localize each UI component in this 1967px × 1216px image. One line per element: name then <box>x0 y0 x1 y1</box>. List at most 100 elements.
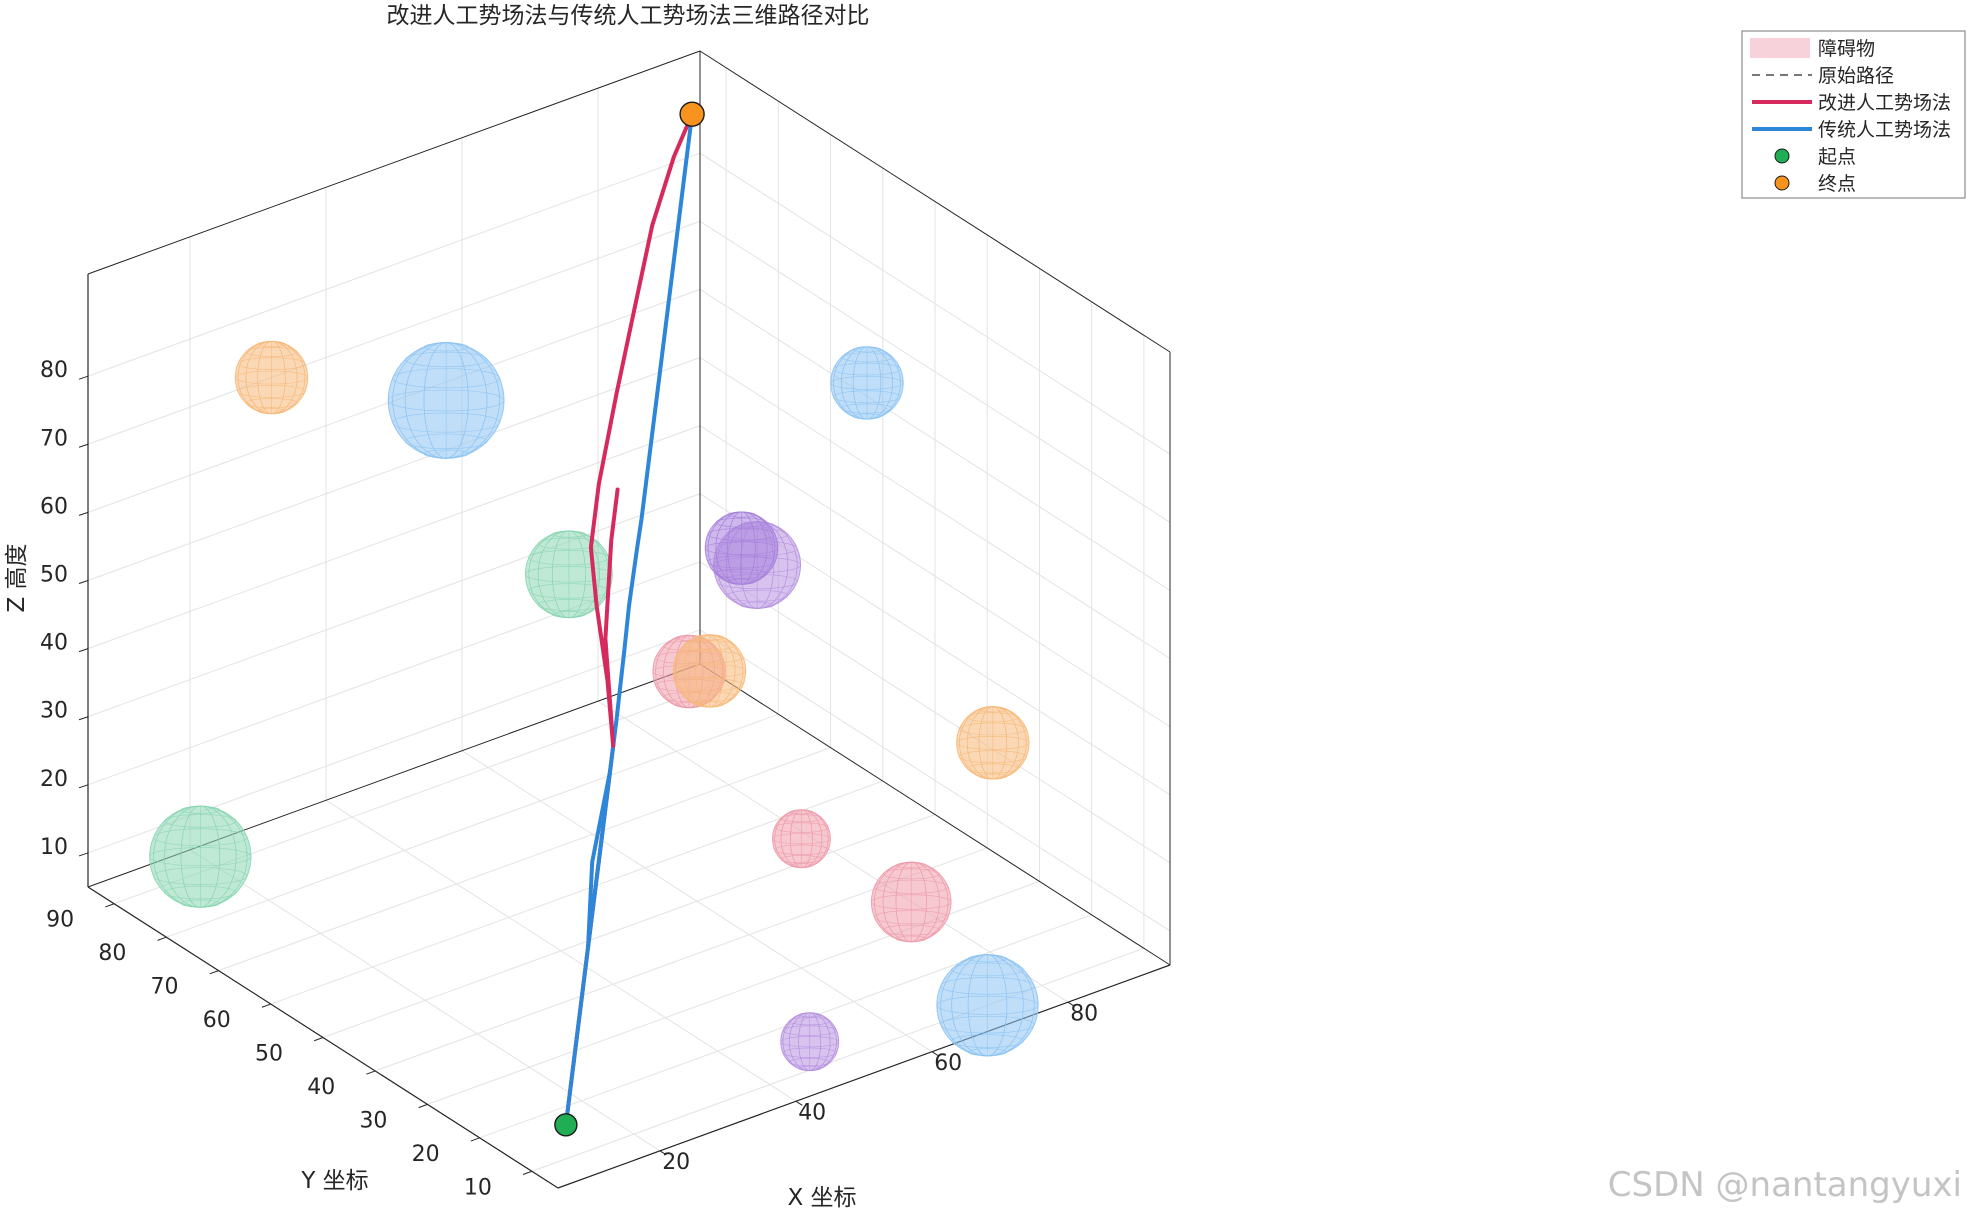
obstacle-sphere <box>387 342 505 459</box>
z-tick-mark <box>78 375 89 380</box>
obstacle-wire-lon <box>833 346 901 420</box>
z-tick-mark <box>78 716 89 721</box>
obstacle-sphere <box>149 805 252 908</box>
grid-line-z-side-wall <box>699 357 1171 659</box>
obstacle-wire-lat <box>423 342 469 352</box>
obstacle-wire-lat <box>180 806 221 814</box>
obstacle-wire-lat <box>774 844 829 855</box>
grid-line-z-side-wall <box>699 561 1171 864</box>
legend-item: 原始路径 <box>1752 65 1894 87</box>
obstacle-wire-lat <box>675 650 744 664</box>
obstacle-wire-lat <box>833 362 901 376</box>
obstacle-wire-lon <box>774 809 829 868</box>
grid-line-z-side-wall <box>699 152 1171 455</box>
x-tick-label: 40 <box>798 1101 826 1126</box>
y-tick-label: 10 <box>464 1175 492 1200</box>
obstacle-sphere <box>830 346 904 420</box>
y-tick-mark <box>366 1070 376 1075</box>
z-tick-label: 50 <box>40 563 68 588</box>
obstacle-wire-lat <box>959 750 1027 763</box>
series-line <box>563 112 695 1127</box>
obstacle-wire-lon <box>874 861 949 943</box>
obstacle-wire-lat <box>833 390 901 404</box>
obstacle-wire-lat <box>967 1048 1008 1056</box>
box-edge <box>87 50 701 275</box>
obstacle-wire-lat <box>245 347 298 357</box>
obstacle-wire-lat <box>153 828 248 847</box>
legend-label: 障碍物 <box>1818 38 1875 60</box>
obstacle-wire-lat <box>153 867 248 885</box>
grid-line-y-floor <box>218 747 831 972</box>
z-tick-label: 80 <box>40 358 68 383</box>
obstacle-wire-lat <box>967 954 1008 963</box>
obstacle-wire-lat <box>780 855 823 864</box>
obstacle-wire-lat <box>841 403 893 414</box>
obstacle-wire-lat <box>704 541 778 555</box>
obstacle-wire-lat <box>715 568 768 579</box>
obstacle-wire-lon <box>959 706 1027 780</box>
obstacle-wire-lat <box>387 389 505 412</box>
obstacle-wire-lat <box>782 1025 837 1036</box>
legend-item: 终点 <box>1774 173 1856 195</box>
z-tick-label: 30 <box>40 699 68 724</box>
grid-line-z-side-wall <box>699 288 1171 591</box>
obstacle-sphere <box>524 530 613 619</box>
y-axis-title: Y 坐标 <box>300 1168 368 1194</box>
legend-label: 传统人工势场法 <box>1818 119 1951 141</box>
obstacle-wire-lat <box>871 894 952 910</box>
obstacle-wire-lat <box>782 1047 837 1058</box>
grid-line-z-side-wall <box>699 220 1171 523</box>
y-tick-mark <box>261 1003 271 1008</box>
y-tick-label: 80 <box>98 941 126 966</box>
obstacle-wire-lat <box>940 977 1035 995</box>
obstacle-sphere <box>234 340 309 415</box>
obstacle-wire-lat <box>841 352 893 363</box>
obstacle-sphere <box>771 809 831 869</box>
obstacle-wire-lon <box>782 1012 837 1071</box>
grid-line-z-side-wall <box>699 425 1171 728</box>
obstacle-wire-lat <box>675 678 744 692</box>
watermark: CSDN @nantangyuxi <box>1608 1165 1962 1205</box>
z-tick-label: 60 <box>40 494 68 519</box>
obstacle-wire-lat <box>551 530 586 538</box>
obstacle-wire-lat <box>951 1034 1024 1048</box>
z-tick-mark <box>78 511 89 516</box>
y-tick-mark <box>157 936 167 941</box>
y-tick-mark <box>105 903 115 908</box>
obstacle-wire-lat <box>956 736 1030 750</box>
grid-line-y-floor <box>531 947 1145 1172</box>
obstacle-wire-lon <box>153 805 248 908</box>
grid-line-z-back-wall <box>87 152 701 377</box>
obstacle-wire-lat <box>237 385 306 398</box>
legend-box <box>1741 30 1966 199</box>
tick-labels-layer: 20 40 60 80 10 20 30 40 50 60 70 80 90 10 20 30 40 50 60 70… <box>40 358 1098 1200</box>
y-tick-label: 20 <box>412 1142 440 1167</box>
obstacle-wire-lat <box>180 899 221 908</box>
legend-swatch <box>1750 38 1810 58</box>
obstacles-layer <box>149 340 1039 1072</box>
obstacle-wire-lat <box>788 1058 831 1067</box>
obstacle-sphere <box>780 1012 840 1072</box>
grid-line-y-floor <box>322 814 936 1038</box>
obstacle-wire-lon <box>707 511 776 585</box>
legend-item: 障碍物 <box>1750 38 1875 60</box>
obstacle-wire-lat <box>726 589 789 602</box>
obstacle-wire-lat <box>874 879 949 894</box>
legend-label: 原始路径 <box>1818 65 1894 87</box>
obstacle-wire-lat <box>404 351 488 368</box>
start-marker <box>554 1113 578 1137</box>
obstacle-wire-lat <box>707 527 776 541</box>
grid-line-z-back-wall <box>87 220 701 445</box>
x-tick-label: 80 <box>1070 1002 1098 1027</box>
z-tick-label: 20 <box>40 767 68 792</box>
series-line <box>586 769 613 950</box>
y-tick-label: 60 <box>203 1008 231 1033</box>
obstacle-wire-lat <box>525 566 613 583</box>
obstacle-sphere <box>704 511 779 585</box>
x-tick-mark <box>1067 1001 1075 1007</box>
y-tick-label: 40 <box>307 1075 335 1100</box>
obstacle-wire-lat <box>940 1015 1035 1034</box>
y-tick-mark <box>470 1137 480 1142</box>
